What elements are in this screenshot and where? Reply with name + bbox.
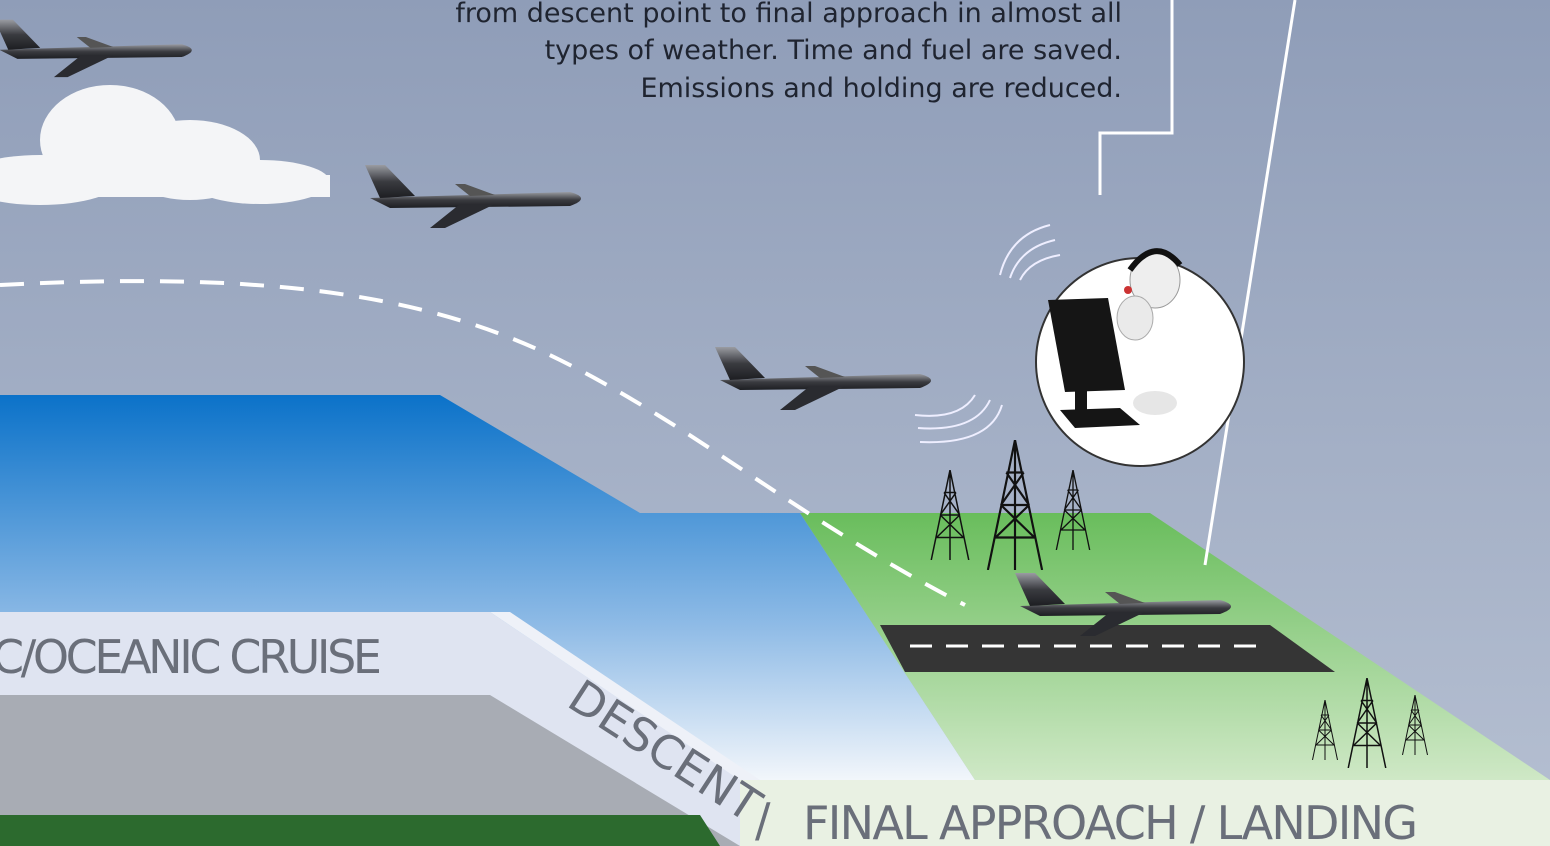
ground-strip [0, 815, 720, 846]
page: {"callout": {"lines": ["from descent poi… [0, 0, 1550, 846]
phase-label: C/OCEANIC CRUISE [0, 630, 382, 684]
callout-text: types of weather. Time and fuel are save… [545, 35, 1122, 66]
callout-text: from descent point to final approach in … [455, 0, 1122, 29]
phase-label: FINAL APPROACH / LANDING [803, 796, 1418, 846]
illustration: from descent point to final approach in … [0, 0, 1550, 846]
runway [880, 625, 1335, 672]
phase-separator: / [755, 793, 771, 846]
callout-text: Emissions and holding are reduced. [640, 73, 1122, 104]
